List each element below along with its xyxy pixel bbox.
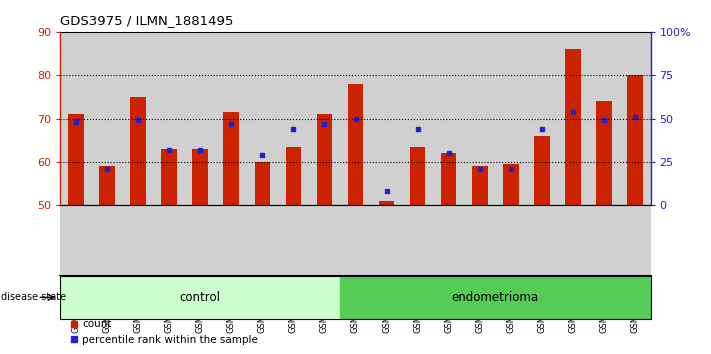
Bar xyxy=(464,205,496,276)
Bar xyxy=(92,32,122,205)
Bar xyxy=(122,205,154,276)
Legend: count, percentile rank within the sample: count, percentile rank within the sample xyxy=(65,315,262,349)
Text: control: control xyxy=(180,291,220,304)
Text: disease state: disease state xyxy=(1,292,66,302)
Bar xyxy=(589,32,619,205)
Bar xyxy=(402,32,433,205)
Bar xyxy=(154,205,185,276)
Bar xyxy=(496,205,526,276)
Bar xyxy=(340,205,371,276)
Bar xyxy=(100,166,114,205)
Bar xyxy=(60,32,92,205)
Bar xyxy=(589,205,619,276)
Bar xyxy=(627,75,643,205)
Bar xyxy=(464,32,496,205)
Bar xyxy=(557,205,589,276)
Bar xyxy=(433,205,464,276)
Bar xyxy=(185,32,215,205)
Bar xyxy=(402,205,433,276)
Bar xyxy=(255,162,270,205)
Bar xyxy=(410,147,425,205)
Bar xyxy=(60,276,340,319)
Bar xyxy=(503,164,518,205)
Text: endometrioma: endometrioma xyxy=(451,291,539,304)
Bar xyxy=(247,205,278,276)
Bar xyxy=(433,32,464,205)
Bar xyxy=(557,32,589,205)
Bar xyxy=(309,32,340,205)
Bar xyxy=(379,201,395,205)
Bar xyxy=(122,32,154,205)
Bar xyxy=(193,149,208,205)
Bar xyxy=(130,97,146,205)
Bar xyxy=(526,205,557,276)
Bar xyxy=(619,205,651,276)
Bar xyxy=(348,84,363,205)
Bar xyxy=(316,114,332,205)
Bar xyxy=(340,32,371,205)
Bar xyxy=(371,32,402,205)
Bar xyxy=(223,112,239,205)
Bar xyxy=(215,205,247,276)
Bar xyxy=(371,205,402,276)
Bar xyxy=(60,205,92,276)
Bar xyxy=(247,32,278,205)
Bar xyxy=(154,32,185,205)
Bar xyxy=(526,32,557,205)
Bar xyxy=(472,166,488,205)
Bar xyxy=(278,32,309,205)
Bar xyxy=(309,205,340,276)
Bar xyxy=(534,136,550,205)
Text: GDS3975 / ILMN_1881495: GDS3975 / ILMN_1881495 xyxy=(60,14,234,27)
Bar xyxy=(68,114,84,205)
Bar xyxy=(597,101,611,205)
Bar xyxy=(92,205,122,276)
Bar xyxy=(286,147,301,205)
Bar xyxy=(215,32,247,205)
Bar xyxy=(278,205,309,276)
Bar xyxy=(496,32,526,205)
Bar xyxy=(161,149,177,205)
Bar xyxy=(340,276,651,319)
Bar xyxy=(619,32,651,205)
Bar xyxy=(441,153,456,205)
Bar xyxy=(185,205,215,276)
Bar xyxy=(565,49,581,205)
